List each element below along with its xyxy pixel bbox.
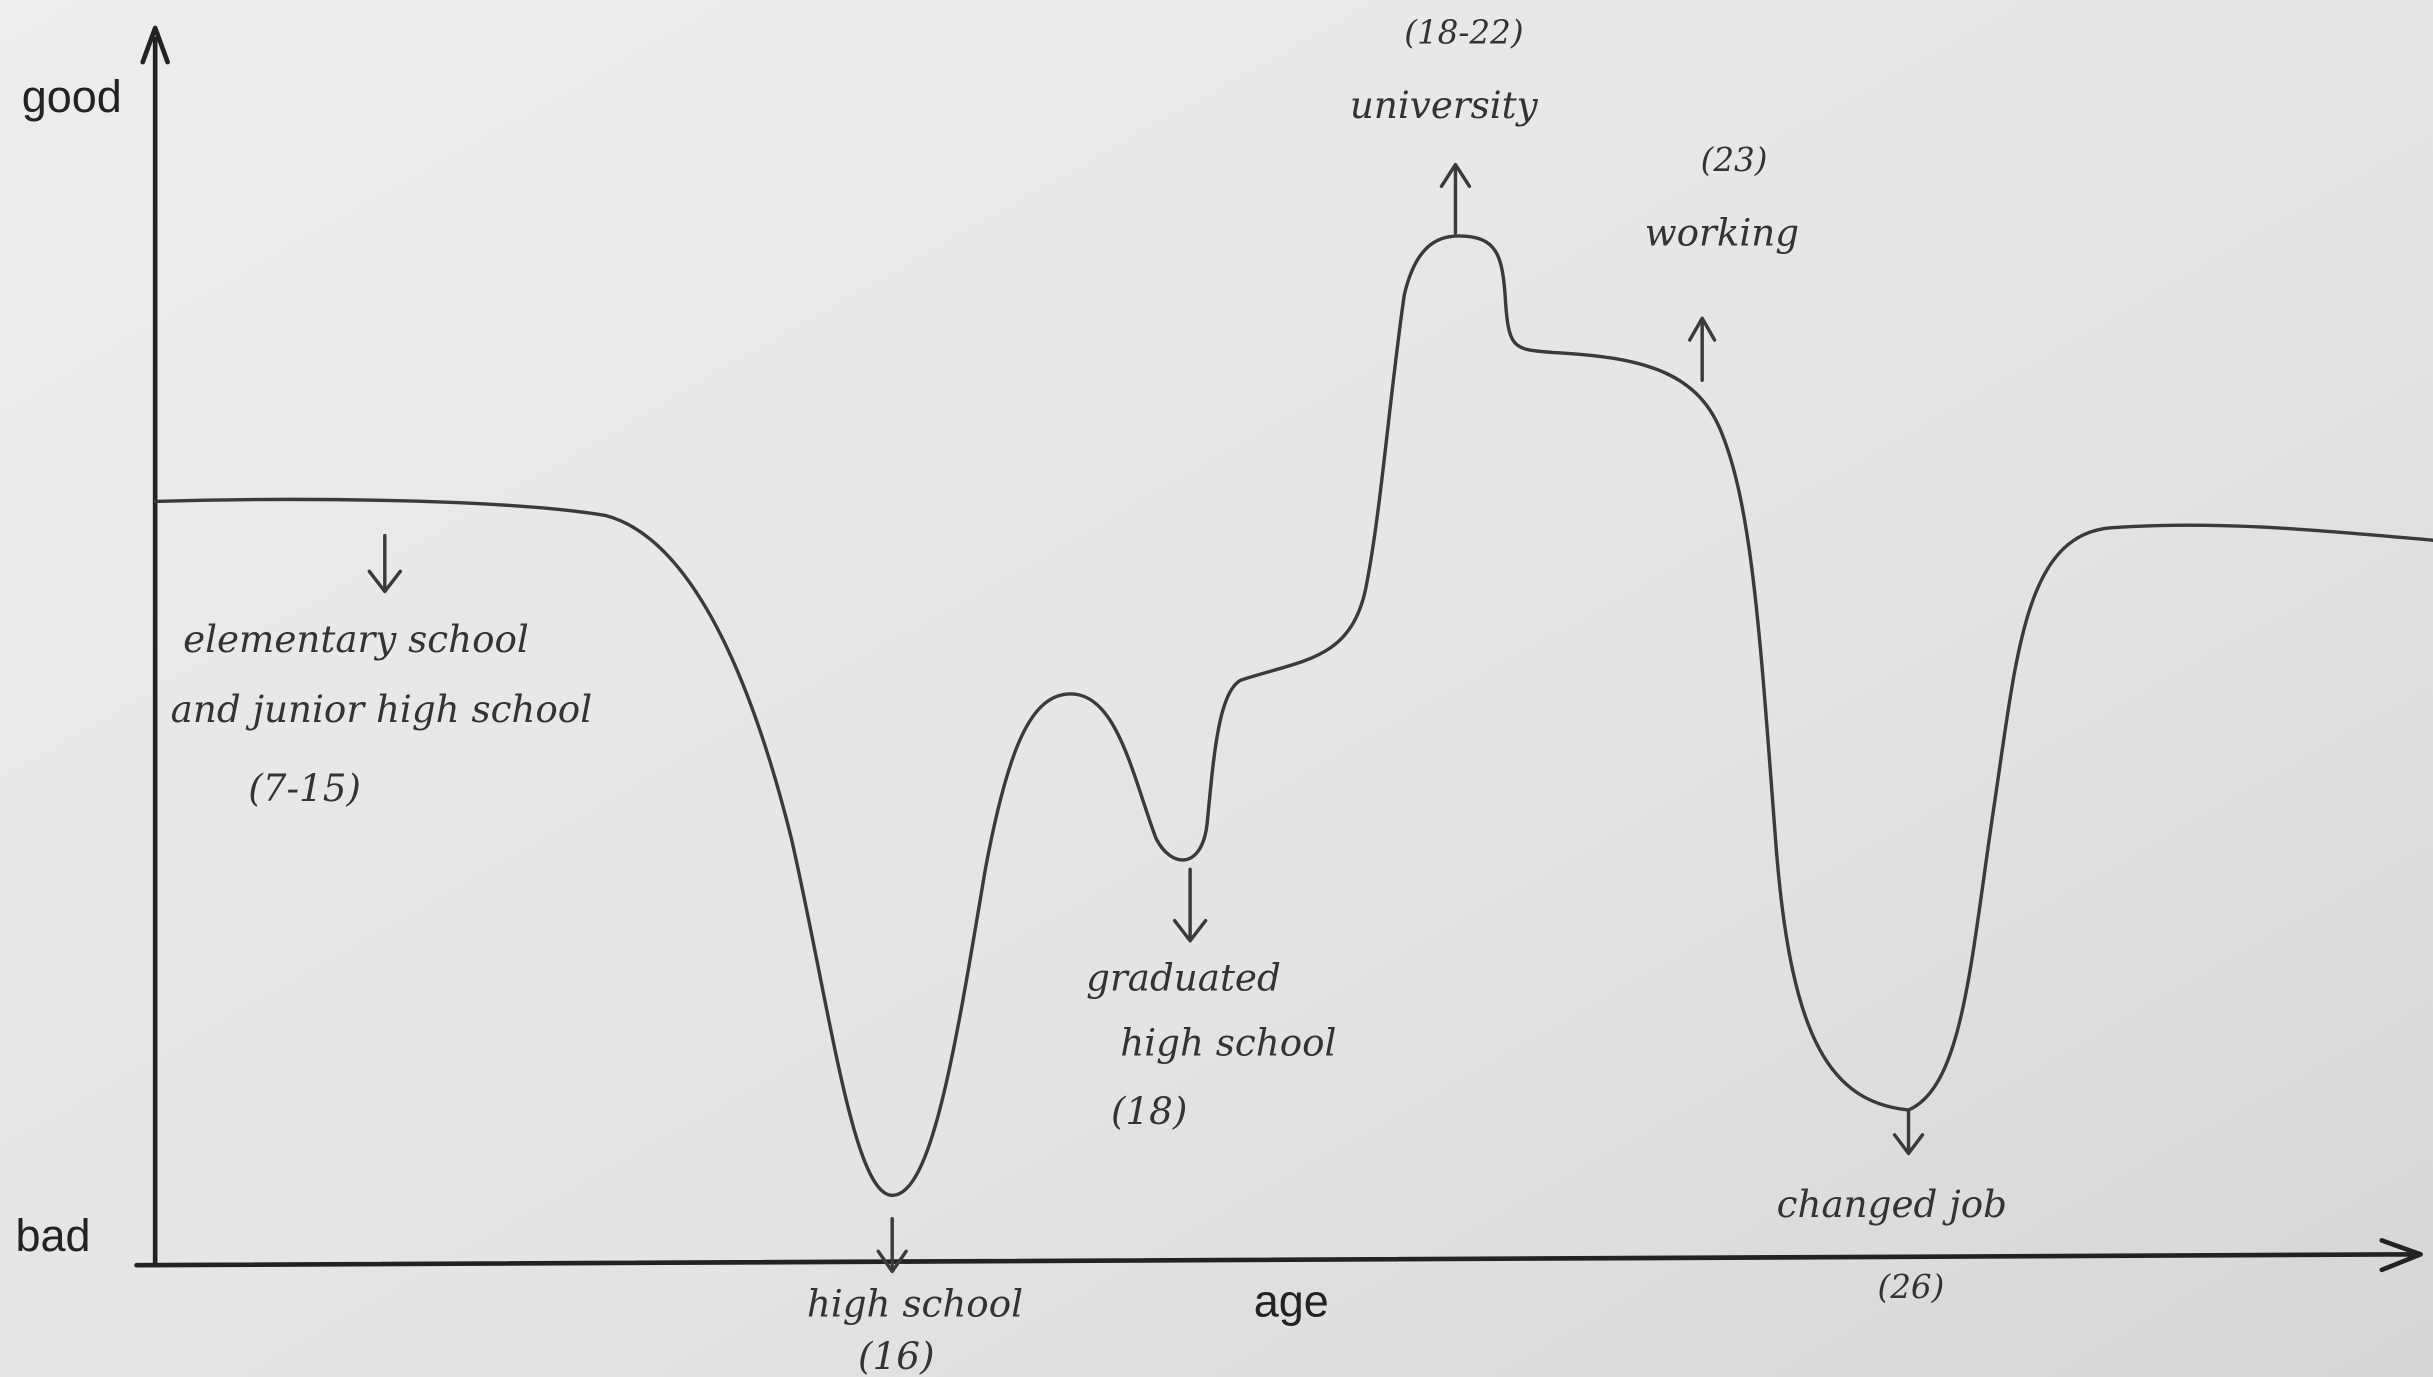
annotation-text: (7-15) bbox=[248, 766, 361, 810]
annotation-text: elementary school bbox=[183, 617, 529, 661]
y-bottom-label: bad bbox=[16, 1210, 91, 1261]
annotation-text: (18-22) bbox=[1404, 13, 1523, 51]
annotation-text: changed job bbox=[1777, 1182, 2007, 1226]
annotation-text: high school bbox=[1120, 1021, 1336, 1065]
page: {"axes": {"y_top": "good", "y_bottom": "… bbox=[0, 0, 2433, 1377]
annotation-text: (18) bbox=[1111, 1089, 1187, 1133]
annotation-text: and junior high school bbox=[171, 687, 592, 731]
annotation-text: high school bbox=[807, 1281, 1023, 1325]
annotation-text: working bbox=[1645, 210, 1799, 254]
diagram: good bad age elementary school and junio… bbox=[0, 0, 2433, 1377]
annotation-text: (16) bbox=[858, 1334, 934, 1377]
annotation-text: university bbox=[1350, 83, 1539, 127]
annotation-text: (26) bbox=[1878, 1268, 1945, 1306]
x-axis-label: age bbox=[1254, 1275, 1329, 1326]
annotation-text: (23) bbox=[1701, 141, 1768, 179]
y-top-label: good bbox=[22, 71, 122, 122]
annotation-text: graduated bbox=[1086, 955, 1281, 999]
